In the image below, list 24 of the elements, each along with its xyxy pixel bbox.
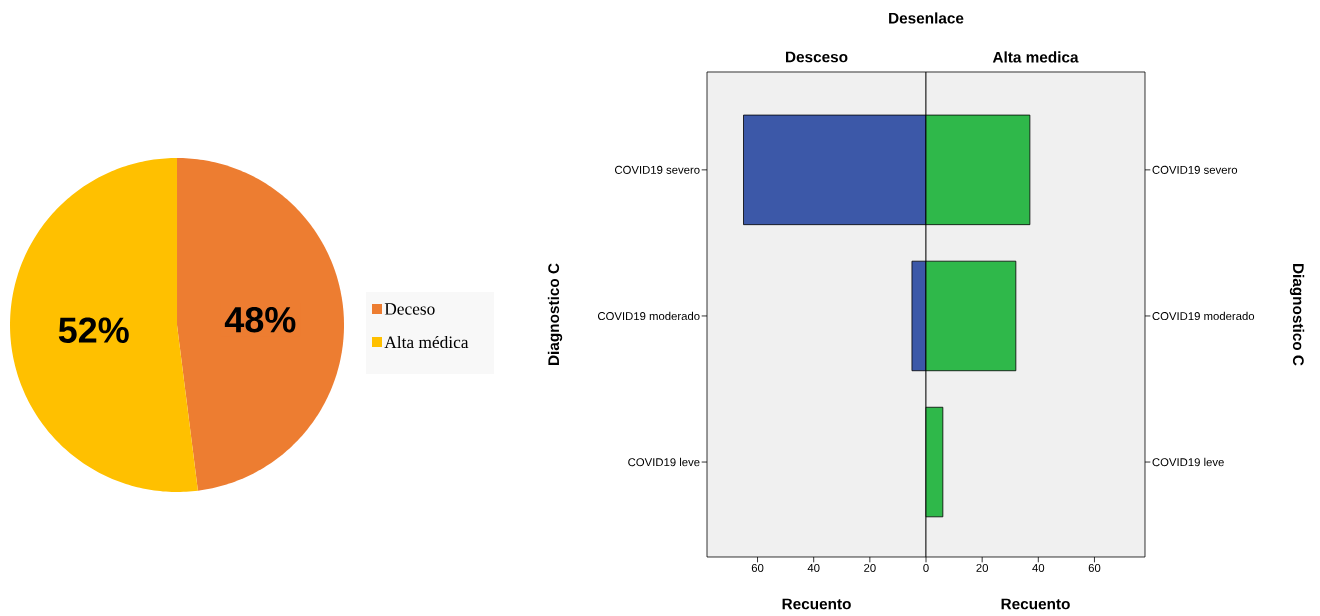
x-tick-label: 20 xyxy=(864,563,876,572)
data-label: 52% xyxy=(58,317,129,343)
y-tick-label: COVID19 leve xyxy=(628,457,700,467)
x-tick-label: 60 xyxy=(1088,563,1101,572)
x-tick-label: 20 xyxy=(976,563,989,572)
y-tick-label: COVID19 severo xyxy=(614,165,700,174)
legend-label: Deceso xyxy=(384,303,435,315)
legend-label: Alta médica xyxy=(384,335,469,349)
y-axis-title: Diagnostico C xyxy=(547,263,563,366)
y-tick-label: COVID19 moderado xyxy=(1152,311,1255,321)
x-tick-label: 40 xyxy=(1032,563,1045,572)
chart-title: Desceso xyxy=(786,51,848,63)
y2-axis-title: Diagnostico C xyxy=(1289,263,1305,366)
y-tick-label: COVID19 severo xyxy=(1152,165,1238,174)
y-tick-label: COVID19 moderado xyxy=(597,311,700,321)
text: Desenlace xyxy=(889,12,964,24)
data-label: 48% xyxy=(224,307,296,333)
x-axis-title: Recuento xyxy=(1001,598,1070,610)
y-tick-label: COVID19 leve xyxy=(1152,457,1224,467)
chart-title: Alta medica xyxy=(992,51,1079,63)
x-tick-label: 40 xyxy=(807,563,820,572)
x-tick-label: 0 xyxy=(923,563,929,572)
x-axis-title: Recuento xyxy=(782,598,851,610)
x-tick-label: 60 xyxy=(751,563,764,572)
